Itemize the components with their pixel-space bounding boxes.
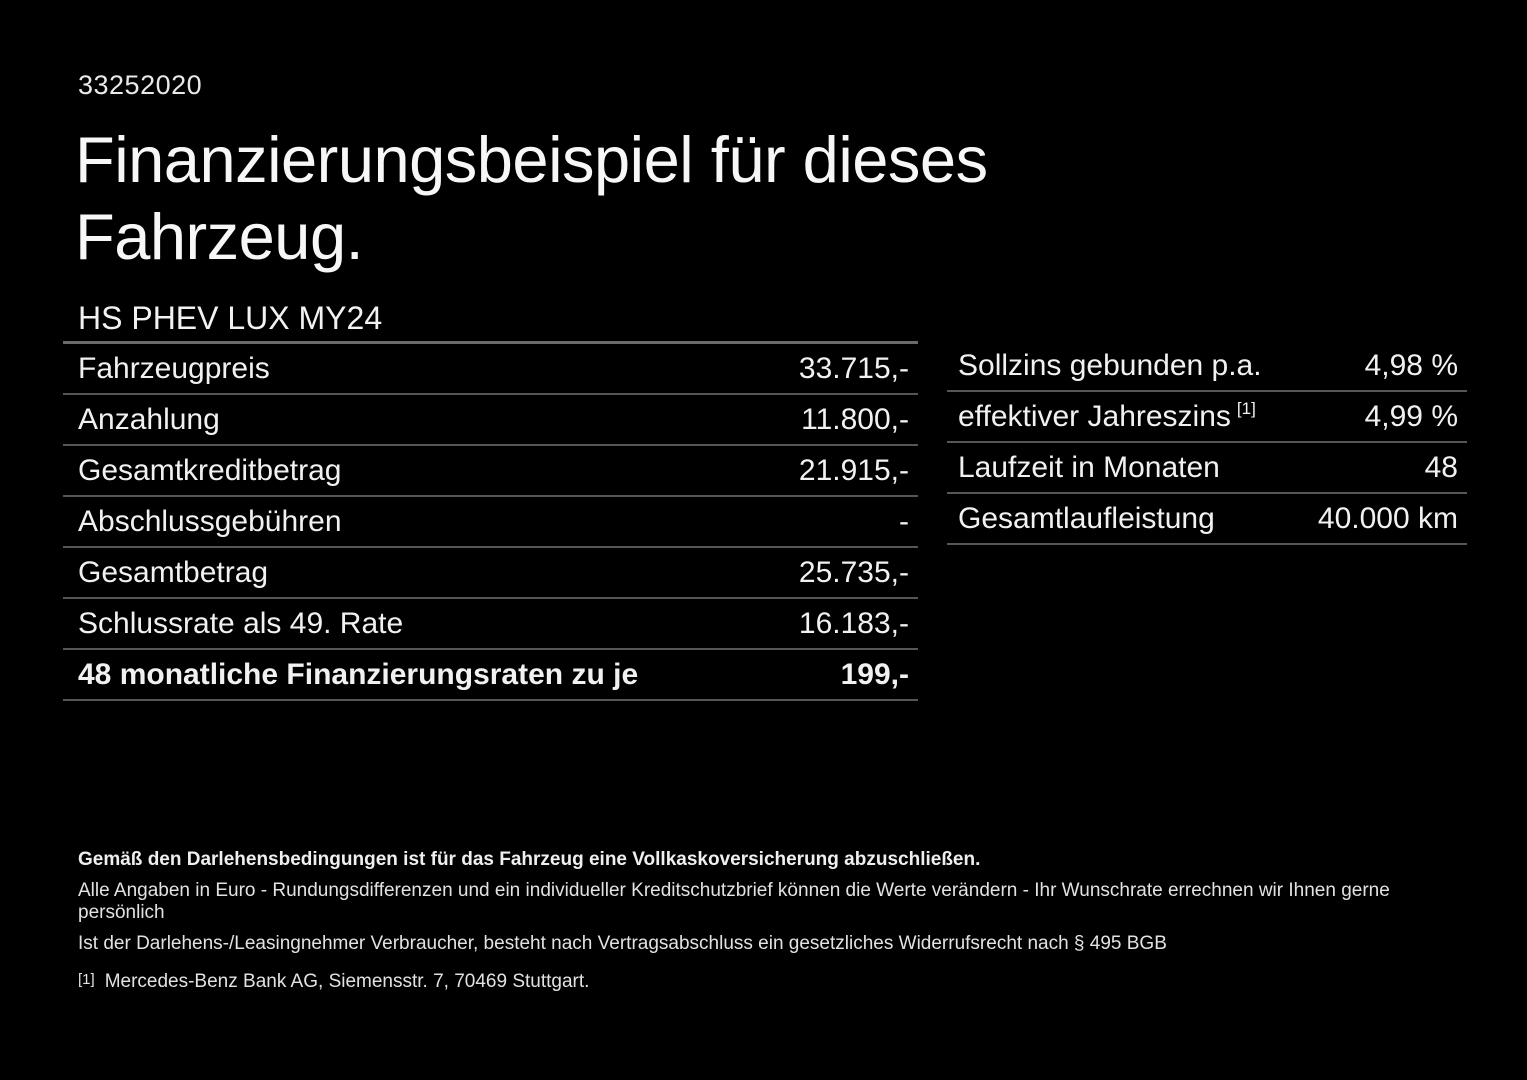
row-value: 11.800,-	[801, 402, 909, 436]
table-row-laufzeit: Laufzeit in Monaten 48	[947, 443, 1467, 494]
table-row-gesamtkreditbetrag: Gesamtkreditbetrag 21.915,-	[63, 446, 918, 497]
row-label: 48 monatliche Finanzierungsraten zu je	[78, 657, 639, 691]
table-row-gesamtbetrag: Gesamtbetrag 25.735,-	[63, 548, 918, 599]
row-label: Fahrzeugpreis	[78, 351, 270, 385]
table-row-gesamtlaufleistung: Gesamtlaufleistung 40.000 km	[947, 494, 1467, 545]
finance-table-right: Sollzins gebunden p.a. 4,98 % effektiver…	[947, 341, 1467, 545]
row-label: Gesamtkreditbetrag	[78, 453, 342, 487]
page-title-line1: Finanzierungsbeispiel für dieses	[75, 123, 988, 196]
table-row-schlussrate: Schlussrate als 49. Rate 16.183,-	[63, 599, 918, 650]
row-label: Schlussrate als 49. Rate	[78, 606, 404, 640]
table-row-effektiver-jahreszins: effektiver Jahreszins [1] 4,99 %	[947, 392, 1467, 443]
table-row-sollzins: Sollzins gebunden p.a. 4,98 %	[947, 341, 1467, 392]
row-value: 48	[1424, 450, 1458, 484]
footnote-text: Mercedes-Benz Bank AG, Siemensstr. 7, 70…	[104, 971, 590, 992]
page-title-line2: Fahrzeug.	[75, 200, 364, 273]
footer-notes: Gemäß den Darlehensbedingungen ist für d…	[78, 849, 1478, 994]
finance-table-left: Fahrzeugpreis 33.715,- Anzahlung 11.800,…	[63, 341, 918, 701]
row-value: 16.183,-	[798, 606, 909, 640]
row-label: Gesamtbetrag	[78, 555, 269, 589]
row-value: 25.735,-	[798, 555, 909, 589]
table-row-abschlussgebuehren: Abschlussgebühren -	[63, 497, 918, 548]
footnote-marker: [1]	[78, 971, 95, 988]
row-value: 4,99 %	[1364, 399, 1458, 433]
footnote-reference-sup: [1]	[1236, 398, 1256, 418]
row-value: 40.000 km	[1317, 501, 1458, 535]
row-label: Gesamtlaufleistung	[958, 501, 1215, 535]
row-label: Laufzeit in Monaten	[958, 450, 1220, 484]
disclaimer-note: Alle Angaben in Euro - Rundungsdifferenz…	[78, 880, 1390, 923]
row-value: 21.915,-	[798, 453, 909, 487]
row-label: effektiver Jahreszins [1]	[958, 398, 1256, 434]
table-row-fahrzeugpreis: Fahrzeugpreis 33.715,-	[63, 344, 918, 395]
row-value: -	[899, 504, 909, 538]
row-label-text: effektiver Jahreszins	[958, 399, 1231, 433]
footnote: [1] Mercedes-Benz Bank AG, Siemensstr. 7,…	[78, 971, 1478, 994]
vehicle-model: HS PHEV LUX MY24	[78, 300, 383, 336]
row-value: 33.715,-	[798, 351, 909, 385]
table-row-monatsrate: 48 monatliche Finanzierungsraten zu je 1…	[63, 650, 918, 701]
row-value: 199,-	[840, 657, 909, 691]
insurance-requirement-note: Gemäß den Darlehensbedingungen ist für d…	[78, 849, 981, 870]
row-label: Abschlussgebühren	[78, 504, 342, 538]
page-title: Finanzierungsbeispiel für dieses Fahrzeu…	[75, 121, 988, 275]
withdrawal-right-note: Ist der Darlehens-/Leasingnehmer Verbrau…	[78, 933, 1167, 954]
document-id: 33252020	[78, 70, 203, 100]
table-row-anzahlung: Anzahlung 11.800,-	[63, 395, 918, 446]
row-value: 4,98 %	[1364, 348, 1458, 382]
row-label: Anzahlung	[78, 402, 220, 436]
row-label: Sollzins gebunden p.a.	[958, 348, 1262, 382]
